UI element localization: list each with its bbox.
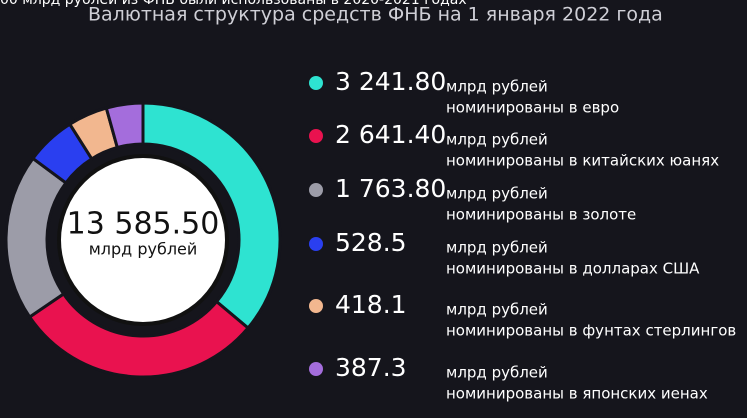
unit-label: млрд рублей bbox=[446, 78, 548, 96]
unit-label: млрд рублей bbox=[446, 239, 548, 257]
donut-segment bbox=[104, 101, 145, 150]
value-label: 418.1 bbox=[335, 290, 407, 319]
unit-label: млрд рублей bbox=[446, 301, 548, 319]
unit-label: млрд рублей bbox=[446, 185, 548, 203]
value-label: 387.3 bbox=[335, 353, 407, 382]
category-label: номинированы в японских иенах bbox=[446, 385, 708, 403]
value-label: 2 641.40 bbox=[335, 120, 446, 149]
chart-title: Валютная структура средств ФНБ на 1 янва… bbox=[88, 4, 663, 26]
total-value: 13 585.50 bbox=[67, 207, 220, 242]
category-label: номинированы в китайских юанях bbox=[446, 152, 719, 170]
unit-label: млрд рублей bbox=[446, 131, 548, 149]
unit-label: млрд рублей bbox=[446, 364, 548, 382]
legend-dot bbox=[309, 362, 323, 376]
total-unit: млрд рублей bbox=[89, 240, 198, 259]
donut-segment bbox=[4, 156, 68, 320]
ticker: 00 млрд рублей из ФНБ были использованы … bbox=[0, 0, 467, 8]
value-label: 528.5 bbox=[335, 228, 407, 257]
category-label: номинированы в евро bbox=[446, 99, 619, 117]
legend-dot bbox=[309, 299, 323, 313]
center-disc bbox=[57, 154, 229, 326]
donut-segment bbox=[141, 101, 282, 331]
legend-dot bbox=[309, 129, 323, 143]
legend-dot bbox=[309, 183, 323, 197]
category-label: номинированы в золоте bbox=[446, 206, 636, 224]
legend-dot bbox=[309, 237, 323, 251]
category-label: номинированы в фунтах стерлингов bbox=[446, 322, 736, 340]
legend-dot bbox=[309, 76, 323, 90]
value-label: 1 763.80 bbox=[335, 174, 446, 203]
value-label: 3 241.80 bbox=[335, 67, 446, 96]
category-label: номинированы в долларах США bbox=[446, 260, 700, 278]
